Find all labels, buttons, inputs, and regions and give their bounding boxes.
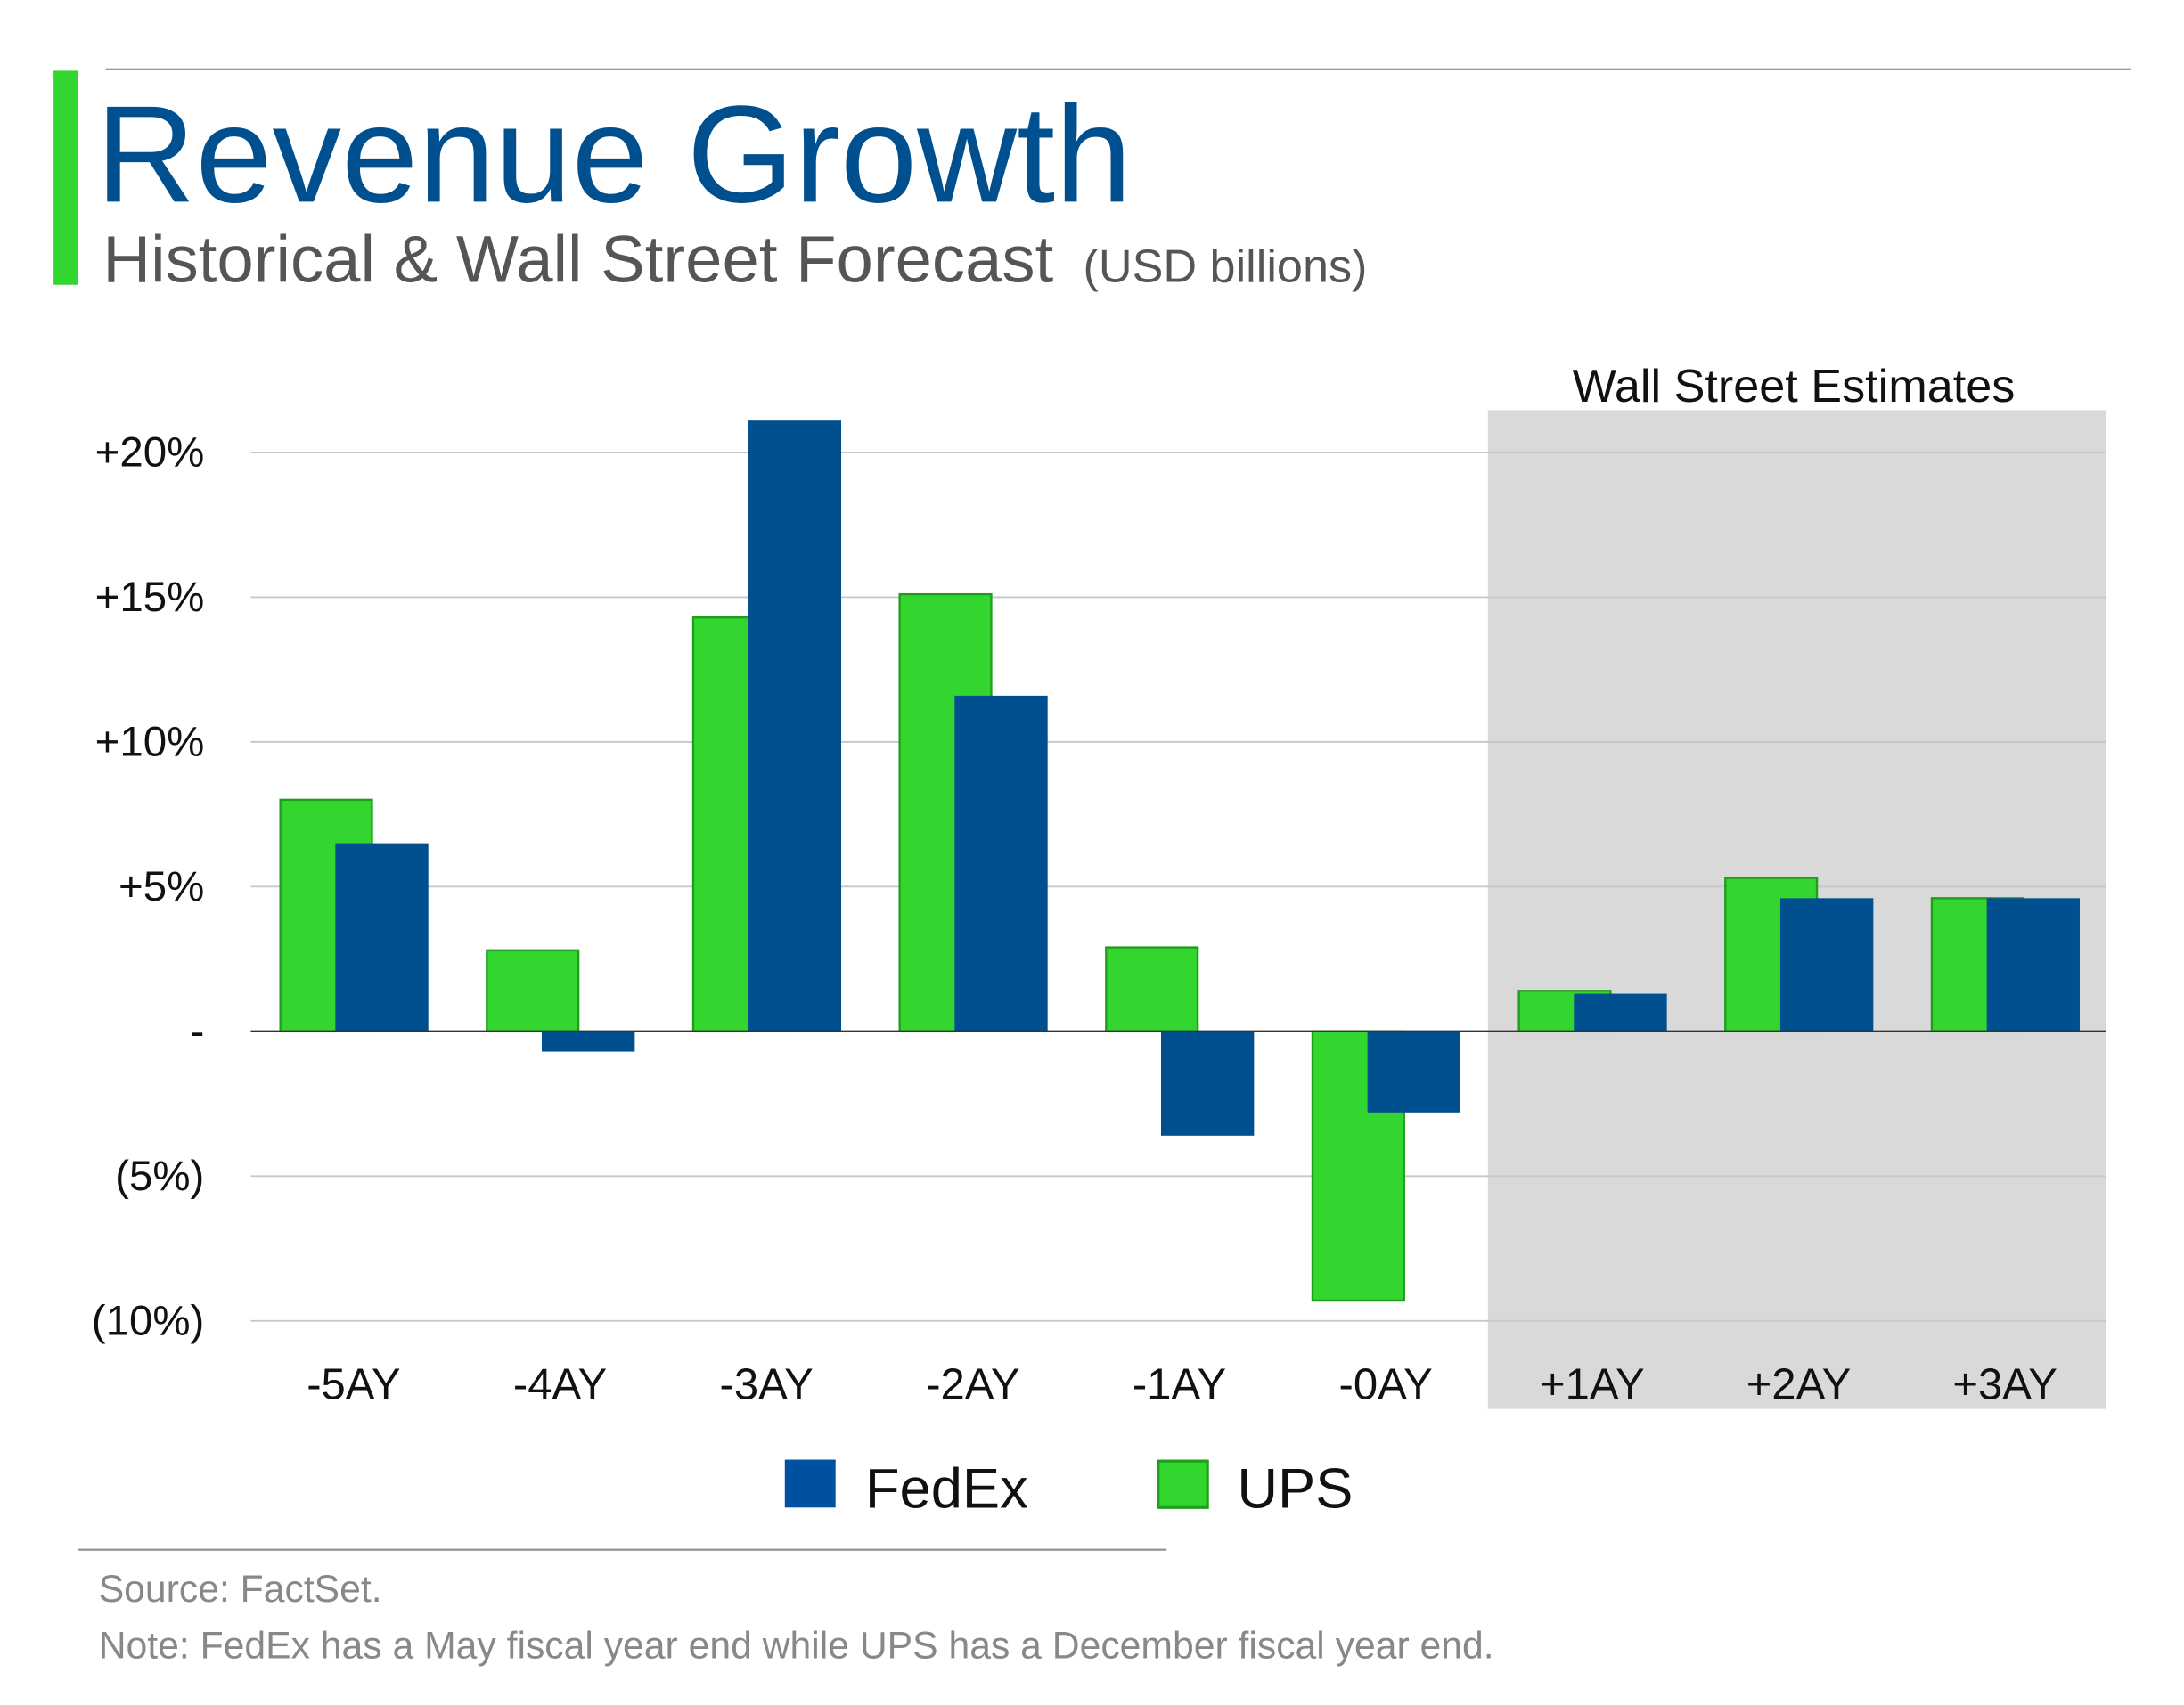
x-tick-label: +2AY <box>1746 1361 1852 1409</box>
page-title: Revenue Growth <box>96 77 1133 231</box>
x-tick-label: +3AY <box>1952 1361 2057 1409</box>
legend-label-fedex: FedEx <box>865 1457 1028 1520</box>
bar-fedex--4AY <box>542 1031 635 1052</box>
legend-swatch-fedex <box>784 1459 836 1508</box>
legend: FedEx UPS <box>784 1457 1353 1520</box>
x-tick-label: -4AY <box>513 1361 607 1409</box>
bar-fedex--1AY <box>1160 1031 1255 1136</box>
y-tick-label: (5%) <box>115 1153 204 1200</box>
x-tick-label: -3AY <box>720 1361 814 1409</box>
y-tick-label: +15% <box>95 574 205 621</box>
y-tick-label: (10%) <box>92 1298 204 1345</box>
legend-swatch-ups <box>1157 1459 1209 1509</box>
bars <box>279 420 2080 1302</box>
bar-fedex-+3AY <box>1986 898 2080 1032</box>
bar-fedex--2AY <box>954 695 1048 1032</box>
source-note: Source: FactSet. <box>99 1568 382 1611</box>
bar-ups--1AY <box>1105 946 1199 1033</box>
estimates-label: Wall Street Estimates <box>1573 361 2016 412</box>
x-axis-ticks: -5AY -4AY -3AY -2AY -1AY -0AY +1AY +2AY +3AY <box>307 1361 2057 1409</box>
bar-fedex--3AY <box>748 420 842 1032</box>
x-tick-label: -0AY <box>1339 1361 1433 1409</box>
y-tick-label: - <box>190 1008 204 1056</box>
gridlines <box>250 451 2107 1322</box>
x-tick-label: -1AY <box>1133 1361 1226 1409</box>
accent-bar <box>53 70 78 285</box>
bar-fedex-+2AY <box>1779 898 1874 1032</box>
bar-ups--4AY <box>486 949 580 1033</box>
y-tick-label: +10% <box>95 719 205 766</box>
y-axis-ticks: +20% +15% +10% +5% - (5%) (10%) <box>92 429 204 1345</box>
legend-label-ups: UPS <box>1237 1457 1353 1520</box>
x-tick-label: +1AY <box>1540 1361 1645 1409</box>
y-tick-label: +20% <box>95 429 205 477</box>
page-subtitle: Historical & Wall Street Forecast (USD b… <box>102 223 1367 297</box>
subtitle-text: Historical & Wall Street Forecast <box>102 223 1053 297</box>
y-tick-label: +5% <box>119 863 204 910</box>
bar-fedex--5AY <box>335 843 429 1032</box>
x-tick-label: -2AY <box>926 1361 1019 1409</box>
subtitle-unit: (USD billions) <box>1084 241 1368 293</box>
x-tick-label: -5AY <box>307 1361 400 1409</box>
bar-fedex--0AY <box>1367 1031 1461 1113</box>
fiscal-year-note: Note: FedEx has a May fiscal year end wh… <box>99 1624 1494 1667</box>
bar-fedex-+1AY <box>1574 993 1667 1032</box>
